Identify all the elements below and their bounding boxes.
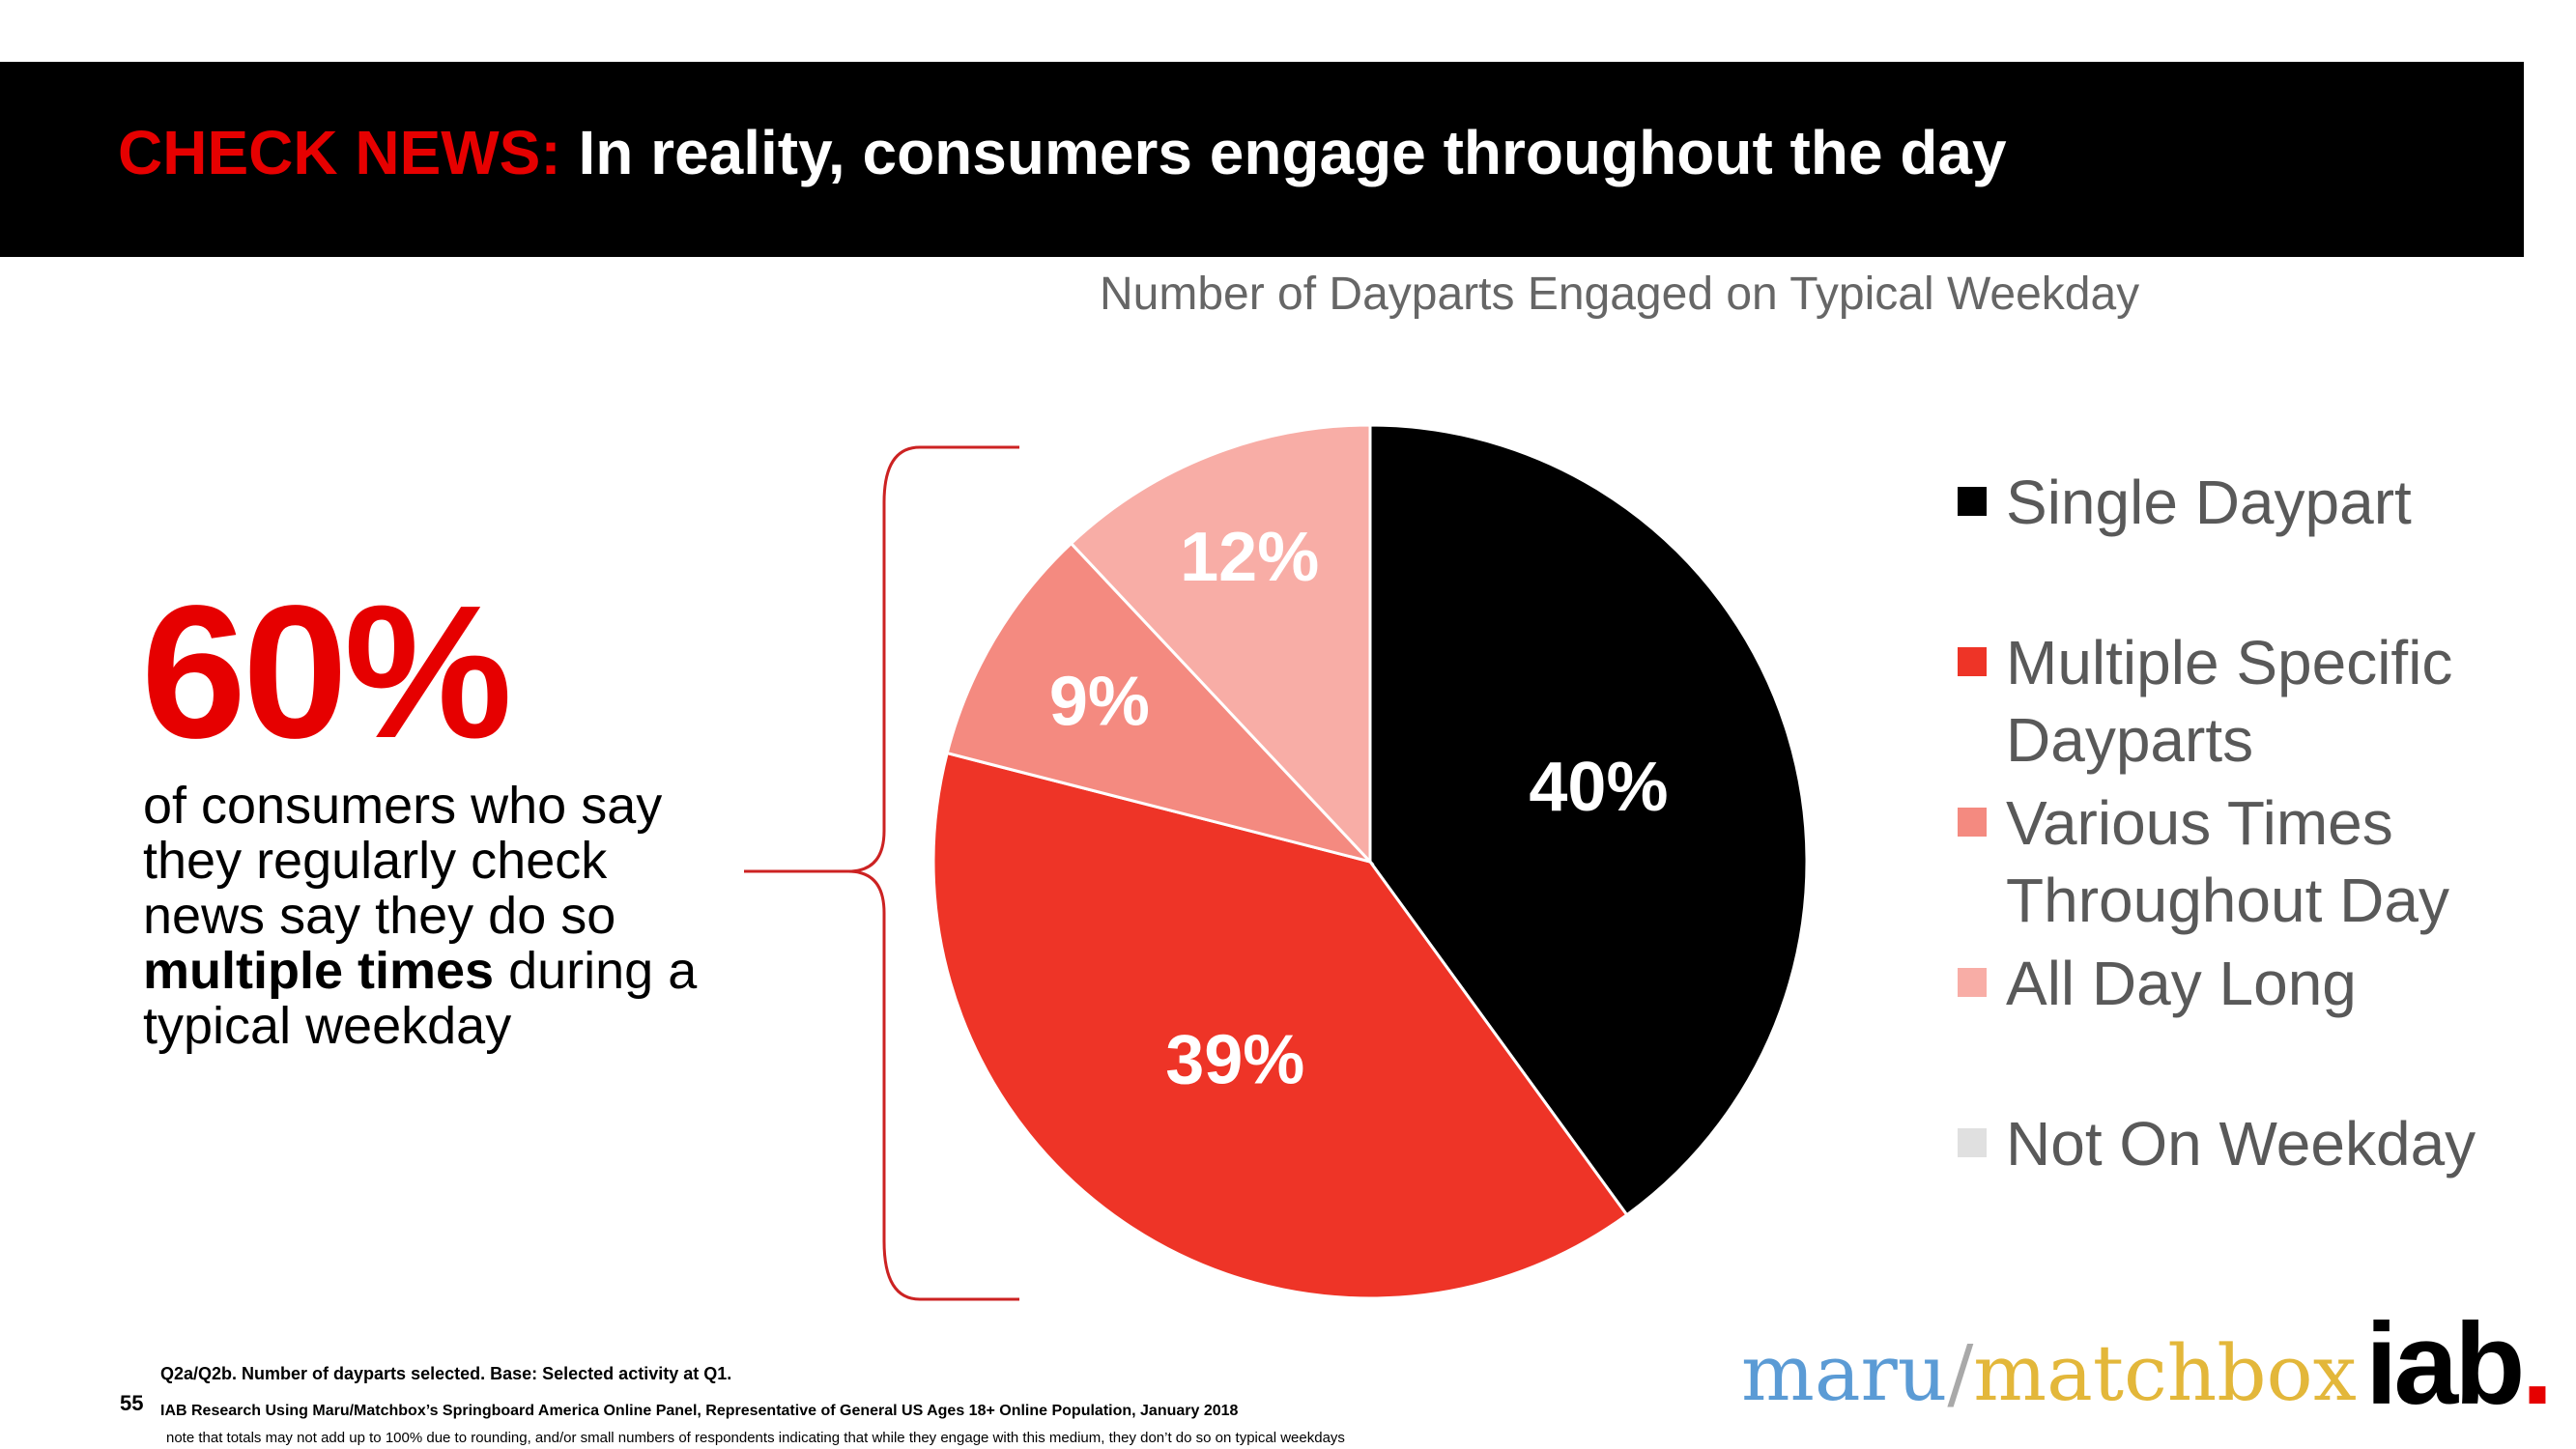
pie-data-label: 12% <box>1180 519 1319 596</box>
pie-data-label: 9% <box>1049 663 1150 740</box>
bracket <box>744 445 1019 1301</box>
legend-swatch <box>1958 647 1987 676</box>
stat-text-bold: multiple times <box>143 942 495 1000</box>
footnote-question: Q2a/Q2b. Number of dayparts selected. Ba… <box>160 1364 732 1383</box>
page-title: CHECK NEWS: In reality, consumers engage… <box>118 122 2007 184</box>
pie-slices <box>931 423 1809 1300</box>
legend-item-various-times: Various Times Throughout Day <box>1958 784 2508 939</box>
legend-item-multiple-specific: Multiple Specific Dayparts <box>1958 624 2528 779</box>
legend-item-all-day-long: All Day Long <box>1958 945 2357 1022</box>
legend-label: Not On Weekday <box>2006 1109 2476 1179</box>
stat-text-before: of consumers who say they regularly chec… <box>143 777 663 945</box>
legend-label: All Day Long <box>2006 949 2357 1018</box>
legend-item-single-daypart: Single Daypart <box>1958 464 2412 541</box>
pie-slice-various-times-throughout-day <box>945 541 1375 865</box>
pie-slice-single-daypart <box>1368 423 1809 1217</box>
pie-data-label: 39% <box>1165 1022 1304 1099</box>
page-number: 55 <box>120 1391 144 1415</box>
title-lead: CHECK NEWS: <box>118 118 561 187</box>
pie-labels: 40% 39% 9% 12% <box>1049 519 1669 1099</box>
legend-swatch <box>1958 968 1987 997</box>
maru-matchbox-logo: maru/matchbox <box>1741 1328 2357 1418</box>
big-stat-value: 60% <box>141 566 512 778</box>
iab-logo: iab. <box>2365 1299 2554 1429</box>
legend-label: Multiple Specific Dayparts <box>2006 628 2453 775</box>
legend-swatch <box>1958 808 1987 837</box>
footnote-rounding: note that totals may not add up to 100% … <box>166 1430 1345 1446</box>
header-bar <box>0 62 2524 257</box>
legend-label: Single Daypart <box>2006 468 2412 537</box>
pie-data-label: 40% <box>1529 749 1668 826</box>
legend-swatch <box>1958 1128 1987 1157</box>
title-text: In reality, consumers engage throughout … <box>578 118 2007 187</box>
pie-slice-all-day-long <box>1069 423 1372 866</box>
legend-swatch <box>1958 487 1987 516</box>
stat-description: of consumers who say they regularly chec… <box>143 779 723 1054</box>
legend-item-not-on-weekday: Not On Weekday <box>1958 1105 2476 1182</box>
chart-title: Number of Dayparts Engaged on Typical We… <box>1100 269 2140 320</box>
pie-slice-multiple-specific-dayparts <box>931 751 1629 1300</box>
legend-label: Various Times Throughout Day <box>2006 788 2449 935</box>
footnote-source: IAB Research Using Maru/Matchbox’s Sprin… <box>160 1403 1239 1419</box>
stat-text-after: during a typical weekday <box>143 942 698 1055</box>
